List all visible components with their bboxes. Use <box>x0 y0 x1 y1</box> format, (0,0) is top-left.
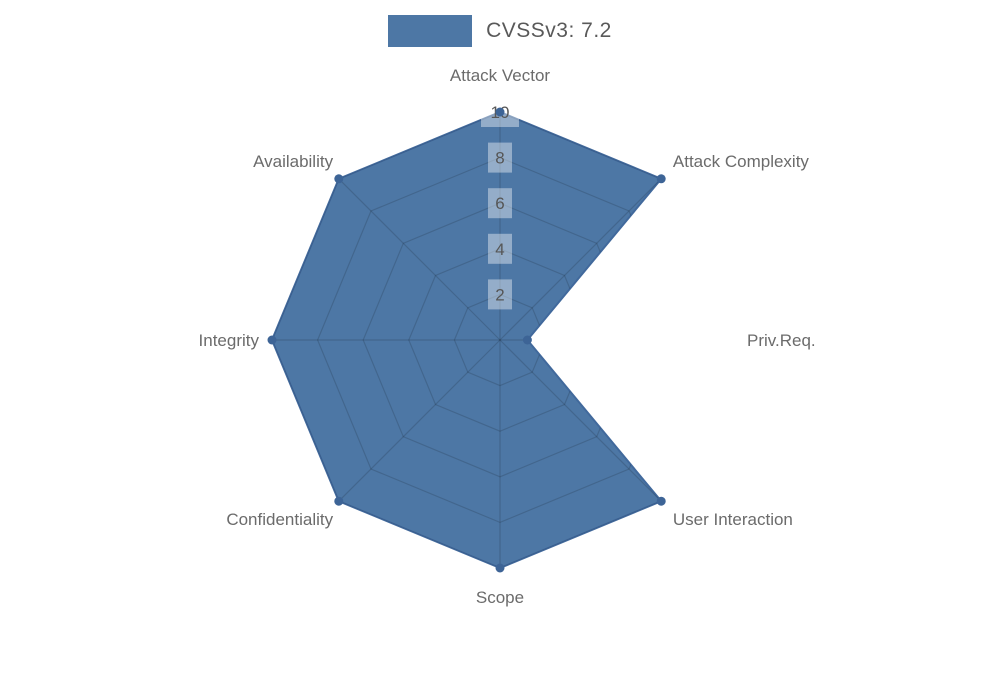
radar-vertex-dot <box>334 174 344 184</box>
radar-vertex-dot <box>334 496 344 506</box>
radial-tick-label-8: 8 <box>495 149 504 168</box>
radar-vertex-dot <box>522 335 532 345</box>
axis-label-priv-req: Priv.Req. <box>747 331 816 350</box>
radar-grid <box>272 112 662 568</box>
legend-label: CVSSv3: 7.2 <box>486 19 612 42</box>
radar-vertex-dot <box>267 335 277 345</box>
radar-vertex-dot <box>495 563 505 573</box>
radar-axis-spoke <box>499 339 662 502</box>
axis-label-attack-complexity: Attack Complexity <box>673 152 810 171</box>
radar-grid-ring <box>453 293 547 387</box>
radial-tick-label-6: 6 <box>495 194 504 213</box>
radial-tick-backdrop <box>488 142 512 173</box>
radial-tick-label-4: 4 <box>495 240 504 259</box>
radar-axis-spoke <box>338 178 501 341</box>
radial-tick-backdrop <box>488 233 512 264</box>
radial-tick-backdrop <box>488 188 512 219</box>
axis-label-user-interaction: User Interaction <box>673 510 793 529</box>
radar-axis-spoke <box>338 339 501 502</box>
radial-tick-backdrop <box>488 279 512 310</box>
axis-label-confidentiality: Confidentiality <box>226 510 333 529</box>
axis-label-scope: Scope <box>476 588 524 607</box>
radar-axis-spoke <box>499 178 662 341</box>
radar-vertex-dot <box>656 496 666 506</box>
radial-tick-label-2: 2 <box>495 285 504 304</box>
radar-vertex-dot <box>656 174 666 184</box>
radar-vertex-dot <box>495 107 505 117</box>
legend-swatch <box>388 15 473 47</box>
chart-legend: CVSSv3: 7.2 <box>0 15 1000 47</box>
axis-label-availability: Availability <box>253 152 334 171</box>
radar-grid-ring <box>272 112 662 568</box>
axis-label-integrity: Integrity <box>199 331 260 350</box>
axis-label-attack-vector: Attack Vector <box>450 66 550 85</box>
